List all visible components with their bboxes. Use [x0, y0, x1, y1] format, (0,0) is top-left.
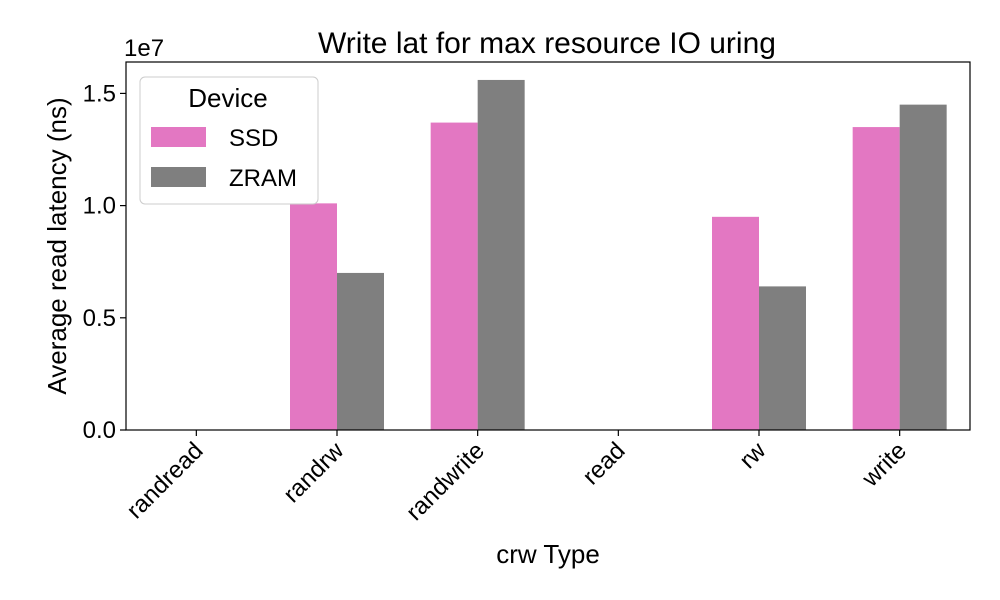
bar-ssd-rw [712, 216, 759, 430]
y-tick-label-1: 0.5 [83, 305, 116, 332]
plot-area [290, 79, 947, 431]
y-axis: 0.0 0.5 1.0 1.5 [83, 80, 126, 444]
legend-label-ssd: SSD [229, 125, 278, 152]
plot-frame [125, 61, 971, 431]
x-tick-label-randrw: randrw [278, 437, 349, 508]
y-axis-label: Average read latency (ns) [42, 97, 72, 394]
bar-ssd-write [852, 127, 900, 430]
x-tick-label-read: read [578, 437, 631, 490]
bar-zram-randrw [337, 272, 384, 430]
y-axis-offset-label: 1e7 [124, 35, 164, 62]
x-axis: randread randrw randwrite read rw write [122, 430, 912, 526]
x-tick-label-rw: rw [734, 437, 771, 474]
legend-label-zram: ZRAM [229, 165, 297, 192]
y-tick-label-0: 0.0 [83, 417, 116, 444]
bar-ssd-randrw [290, 203, 337, 430]
y-tick-label-2: 1.0 [83, 193, 116, 220]
legend-swatch-ssd [151, 127, 206, 147]
bar-ssd-randwrite [430, 122, 478, 431]
legend-swatch-zram [151, 167, 206, 187]
legend: Device SSD ZRAM [139, 76, 319, 205]
bar-zram-write [899, 104, 947, 430]
x-tick-label-randread: randread [122, 437, 209, 524]
x-axis-label: crw Type [496, 539, 600, 569]
bar-zram-rw [759, 286, 806, 430]
y-tick-label-3: 1.5 [83, 80, 116, 107]
x-tick-label-randwrite: randwrite [401, 437, 490, 526]
x-tick-label-write: write [856, 437, 912, 493]
bar-zram-randwrite [477, 79, 525, 430]
chart-title: Write lat for max resource IO uring [318, 27, 776, 60]
legend-title: Device [188, 83, 267, 113]
